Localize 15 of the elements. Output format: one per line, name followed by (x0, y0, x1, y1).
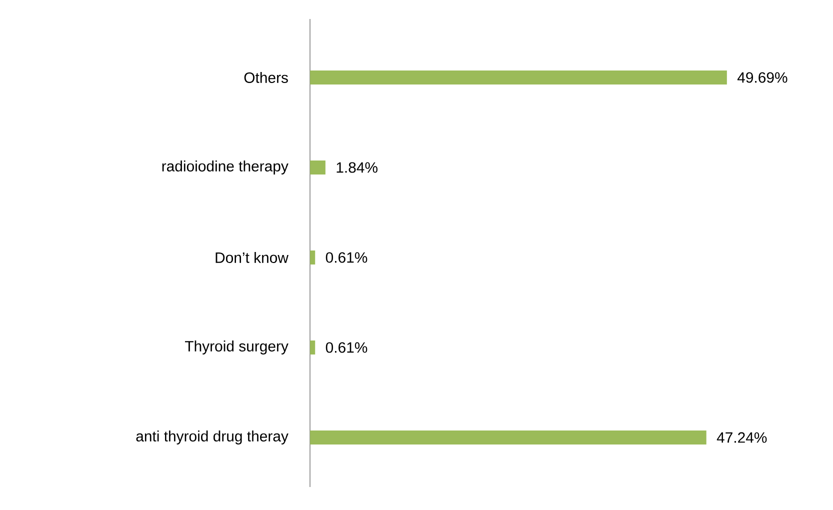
data-label: 49.69% (737, 72, 788, 83)
bar (310, 70, 727, 84)
y-tick-label: radioiodine therapy (162, 160, 288, 174)
bar (310, 160, 326, 174)
y-tick-label: Others (244, 72, 288, 83)
data-label: 47.24% (716, 432, 767, 443)
y-tick-label: Don’t know (216, 252, 288, 263)
y-tick-label: anti thyroid drug theray (136, 430, 288, 444)
bar (310, 430, 706, 444)
bar (310, 340, 316, 354)
data-label: 0.61% (326, 342, 368, 353)
data-label: 1.84% (336, 162, 378, 173)
data-label: 0.61% (326, 252, 368, 263)
y-tick-label: Thyroid surgery (184, 340, 288, 354)
bar (310, 250, 316, 264)
